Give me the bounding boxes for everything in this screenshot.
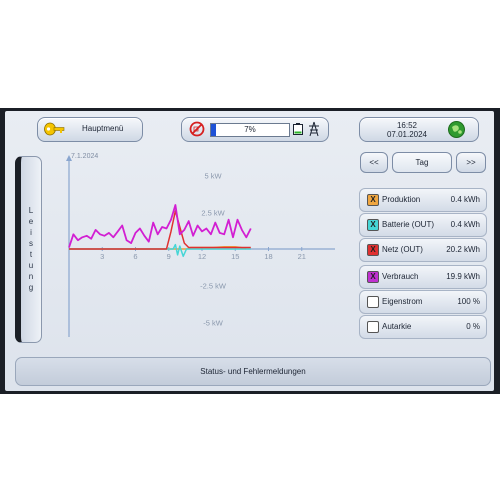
legend-checkbox[interactable]: X bbox=[367, 271, 379, 283]
status-messages-button[interactable]: Status- und Fehlermeldungen bbox=[15, 357, 491, 386]
battery-status-panel: 7% bbox=[181, 117, 329, 142]
legend-checkbox[interactable]: X bbox=[367, 194, 379, 206]
legend-checkbox[interactable]: X bbox=[367, 244, 379, 256]
power-chart-svg: 7.1.2024 5 kW 2.5 kW -2.5 kW -5 kW 3 6 9 12 15 18 2… bbox=[66, 153, 335, 337]
no-connection-icon bbox=[189, 121, 205, 137]
legend-label: Autarkie bbox=[382, 322, 412, 331]
y-tick-label: -2.5 kW bbox=[200, 282, 227, 291]
chart-title: 7.1.2024 bbox=[71, 153, 98, 160]
key-icon bbox=[44, 122, 65, 136]
period-tab-bar: << Tag >> bbox=[360, 152, 486, 173]
main-menu-label: Hauptmenü bbox=[82, 124, 124, 133]
x-tick-label: 12 bbox=[198, 252, 206, 261]
series-line-verbrauch bbox=[68, 204, 252, 248]
y-tick-label: -5 kW bbox=[203, 318, 224, 327]
x-tick-label: 6 bbox=[133, 252, 137, 261]
next-period-button[interactable]: >> bbox=[456, 152, 486, 173]
battery-level-fill bbox=[211, 124, 217, 136]
battery-percent: 7% bbox=[244, 125, 256, 134]
x-tick-label: 15 bbox=[231, 252, 239, 261]
legend-value: 0.4 kWh bbox=[450, 195, 480, 204]
clock-panel: 16:52 07.01.2024 bbox=[359, 117, 479, 142]
legend-item-batterie-out[interactable]: X Batterie (OUT) 0.4 kWh bbox=[359, 213, 487, 237]
series-line-batterie-out bbox=[69, 243, 251, 258]
legend-label: Verbrauch bbox=[382, 272, 419, 281]
x-tick-label: 21 bbox=[298, 252, 306, 261]
legend-item-netz-out[interactable]: X Netz (OUT) 20.2 kWh bbox=[359, 238, 487, 262]
legend-value: 0.4 kWh bbox=[450, 220, 480, 229]
legend-label: Eigenstrom bbox=[382, 297, 423, 306]
hmi-screen: Hauptmenü 7% 16:52 07.01.2024 bbox=[5, 111, 494, 391]
legend-label: Netz (OUT) bbox=[382, 245, 423, 254]
legend-checkbox[interactable]: X bbox=[367, 219, 379, 231]
clock-time: 16:52 bbox=[396, 121, 418, 130]
legend-item-produktion[interactable]: X Produktion 0.4 kWh bbox=[359, 188, 487, 212]
y-tick-label: 2.5 kW bbox=[201, 208, 225, 217]
legend-checkbox[interactable] bbox=[367, 296, 379, 308]
legend-label: Produktion bbox=[382, 195, 421, 204]
series-line-netz-out bbox=[69, 210, 251, 250]
main-menu-button[interactable]: Hauptmenü bbox=[37, 117, 143, 142]
x-tick-label: 18 bbox=[264, 252, 272, 261]
battery-icon bbox=[293, 123, 303, 135]
legend-value: 100 % bbox=[457, 297, 480, 306]
legend-item-eigenstrom[interactable]: Eigenstrom 100 % bbox=[359, 290, 487, 314]
previous-period-button[interactable]: << bbox=[360, 152, 388, 173]
y-axis-arrow bbox=[66, 155, 72, 161]
x-tick-label: 3 bbox=[100, 252, 104, 261]
clock-date: 07.01.2024 bbox=[386, 130, 428, 139]
legend-value: 19.9 kWh bbox=[446, 272, 480, 281]
power-mast-icon bbox=[309, 121, 319, 137]
legend-label: Batterie (OUT) bbox=[382, 220, 435, 229]
legend-value: 0 % bbox=[466, 322, 480, 331]
tab-day[interactable]: Tag bbox=[392, 152, 452, 173]
globe-icon[interactable] bbox=[448, 121, 465, 138]
legend-value: 20.2 kWh bbox=[446, 245, 480, 254]
x-tick-label: 9 bbox=[167, 252, 171, 261]
battery-level-bar: 7% bbox=[210, 123, 290, 137]
legend-item-verbrauch[interactable]: X Verbrauch 19.9 kWh bbox=[359, 265, 487, 289]
power-chart: 7.1.2024 5 kW 2.5 kW -2.5 kW -5 kW 3 6 9 12 15 18 2… bbox=[35, 149, 345, 349]
status-messages-label: Status- und Fehlermeldungen bbox=[200, 367, 306, 376]
y-tick-label: 5 kW bbox=[204, 172, 222, 181]
legend-checkbox[interactable] bbox=[367, 321, 379, 333]
legend-item-autarkie[interactable]: Autarkie 0 % bbox=[359, 315, 487, 339]
